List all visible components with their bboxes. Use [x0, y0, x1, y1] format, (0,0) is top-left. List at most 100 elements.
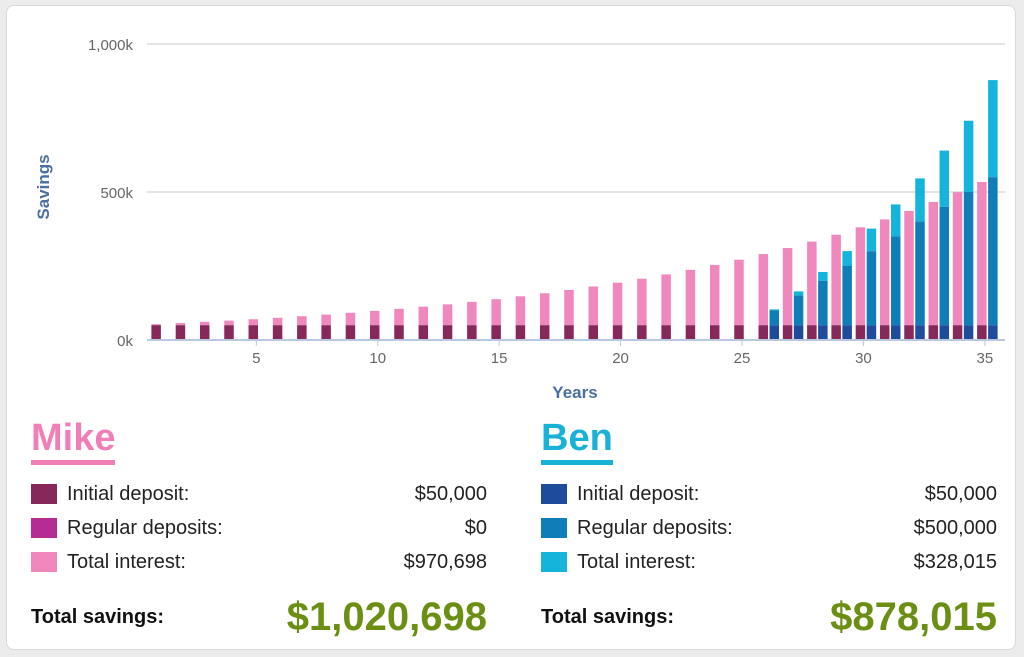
mike-initial-bar — [637, 325, 647, 340]
mike-initial-row: Initial deposit: $50,000 — [31, 477, 487, 511]
ben-initial-bar — [769, 325, 780, 340]
mike-interest-bar — [588, 286, 599, 326]
ben-total-row: Total savings: $878,015 — [541, 595, 997, 640]
ben-interest-bar — [988, 80, 998, 178]
mike-name: Mike — [31, 416, 116, 465]
mike-initial-bar — [952, 325, 963, 340]
mike-initial-bar — [224, 325, 234, 340]
mike-interest-bar — [928, 201, 939, 326]
mike-initial-bar — [418, 325, 429, 340]
ben-interest-bar — [793, 291, 804, 296]
mike-initial-bar — [928, 325, 939, 340]
ben-interest-bar — [769, 309, 780, 311]
mike-initial-bar — [904, 325, 914, 340]
ben-regular-value: $500,000 — [913, 516, 997, 539]
mike-interest-row: Total interest: $970,698 — [31, 545, 487, 579]
mike-regular-value: $0 — [464, 516, 487, 539]
savings-comparison-card: 0k 500k 1,000k 5 10 15 20 25 30 35 Savings Years … — [6, 5, 1016, 650]
mike-interest-value: $970,698 — [403, 550, 487, 573]
mike-interest-bar — [685, 269, 696, 326]
mike-interest-bar — [345, 312, 356, 326]
ben-initial-bar — [842, 325, 852, 340]
mike-interest-bar — [855, 227, 866, 326]
ben-regular-bar — [963, 192, 974, 326]
chart-axes: 0k 500k 1,000k 5 10 15 20 25 30 35 — [88, 37, 1005, 367]
mike-interest-bar — [661, 274, 671, 326]
mike-interest-bar — [369, 310, 380, 326]
ben-total-value: $878,015 — [830, 595, 997, 639]
x-tick-label: 30 — [855, 350, 872, 367]
x-tick-label: 15 — [491, 350, 508, 367]
mike-interest-bar — [491, 299, 501, 326]
mike-initial-bar — [369, 325, 380, 340]
mike-initial-bar — [175, 325, 186, 340]
chart-gridlines — [147, 43, 1005, 193]
mike-initial-bar — [467, 325, 477, 340]
ben-interest-value: $328,015 — [913, 550, 997, 573]
mike-initial-bar — [807, 325, 817, 340]
ben-initial-bar — [866, 325, 877, 340]
ben-interest-bar — [963, 120, 974, 192]
mike-interest-bar — [831, 234, 841, 326]
mike-interest-bar — [977, 181, 987, 326]
mike-interest-bar — [248, 319, 259, 326]
mike-summary: Mike Initial deposit: $50,000 Regular de… — [31, 416, 487, 640]
mike-interest-bar — [515, 296, 526, 326]
mike-regular-row: Regular deposits: $0 — [31, 511, 487, 545]
ben-regular-bar — [988, 177, 998, 326]
ben-initial-bar — [890, 325, 901, 340]
mike-interest-label: Total interest: — [67, 550, 186, 573]
x-tick-label: 5 — [252, 350, 260, 367]
mike-initial-bar — [272, 325, 283, 340]
mike-interest-bar — [758, 254, 769, 326]
mike-interest-bar — [539, 293, 550, 326]
mike-initial-swatch — [31, 484, 57, 504]
mike-initial-bar — [612, 325, 623, 340]
ben-regular-bar — [842, 266, 852, 326]
mike-interest-bar — [272, 317, 283, 326]
ben-interest-label: Total interest: — [577, 550, 696, 573]
ben-summary: Ben Initial deposit: $50,000 Regular dep… — [541, 416, 997, 640]
ben-initial-bar — [963, 325, 974, 340]
mike-initial-bar — [248, 325, 259, 340]
mike-initial-bar — [564, 325, 574, 340]
chart-bars — [151, 80, 998, 340]
ben-initial-value: $50,000 — [924, 482, 997, 505]
ben-initial-bar — [915, 325, 925, 340]
mike-initial-bar — [588, 325, 599, 340]
ben-initial-bar — [988, 325, 998, 340]
mike-initial-bar — [151, 325, 161, 340]
x-tick-label: 35 — [977, 350, 994, 367]
ben-interest-bar — [866, 228, 877, 252]
mike-interest-bar — [175, 323, 186, 326]
mike-initial-bar — [831, 325, 841, 340]
ben-interest-bar — [890, 204, 901, 237]
ben-regular-bar — [818, 280, 828, 326]
mike-interest-bar — [807, 241, 817, 326]
mike-initial-label: Initial deposit: — [67, 482, 190, 505]
mike-initial-bar — [394, 325, 404, 340]
ben-regular-swatch — [541, 518, 567, 538]
mike-interest-bar — [782, 248, 793, 326]
mike-interest-bar — [297, 316, 307, 326]
mike-initial-bar — [782, 325, 793, 340]
ben-name: Ben — [541, 416, 613, 465]
ben-regular-bar — [793, 295, 804, 326]
mike-interest-bar — [879, 219, 890, 326]
mike-interest-bar — [321, 314, 331, 326]
ben-interest-swatch — [541, 552, 567, 572]
mike-initial-bar — [879, 325, 890, 340]
x-tick-label: 25 — [734, 350, 751, 367]
mike-initial-value: $50,000 — [414, 482, 487, 505]
ben-regular-bar — [939, 206, 950, 326]
ben-regular-bar — [915, 221, 925, 326]
mike-interest-bar — [151, 324, 161, 326]
y-tick-label: 1,000k — [88, 37, 134, 54]
x-axis-title: Years — [552, 383, 597, 402]
mike-interest-bar — [394, 308, 404, 326]
mike-interest-bar — [952, 192, 963, 326]
mike-initial-bar — [442, 325, 453, 340]
mike-interest-bar — [224, 320, 234, 326]
ben-regular-label: Regular deposits: — [577, 516, 733, 539]
mike-total-row: Total savings: $1,020,698 — [31, 595, 487, 640]
